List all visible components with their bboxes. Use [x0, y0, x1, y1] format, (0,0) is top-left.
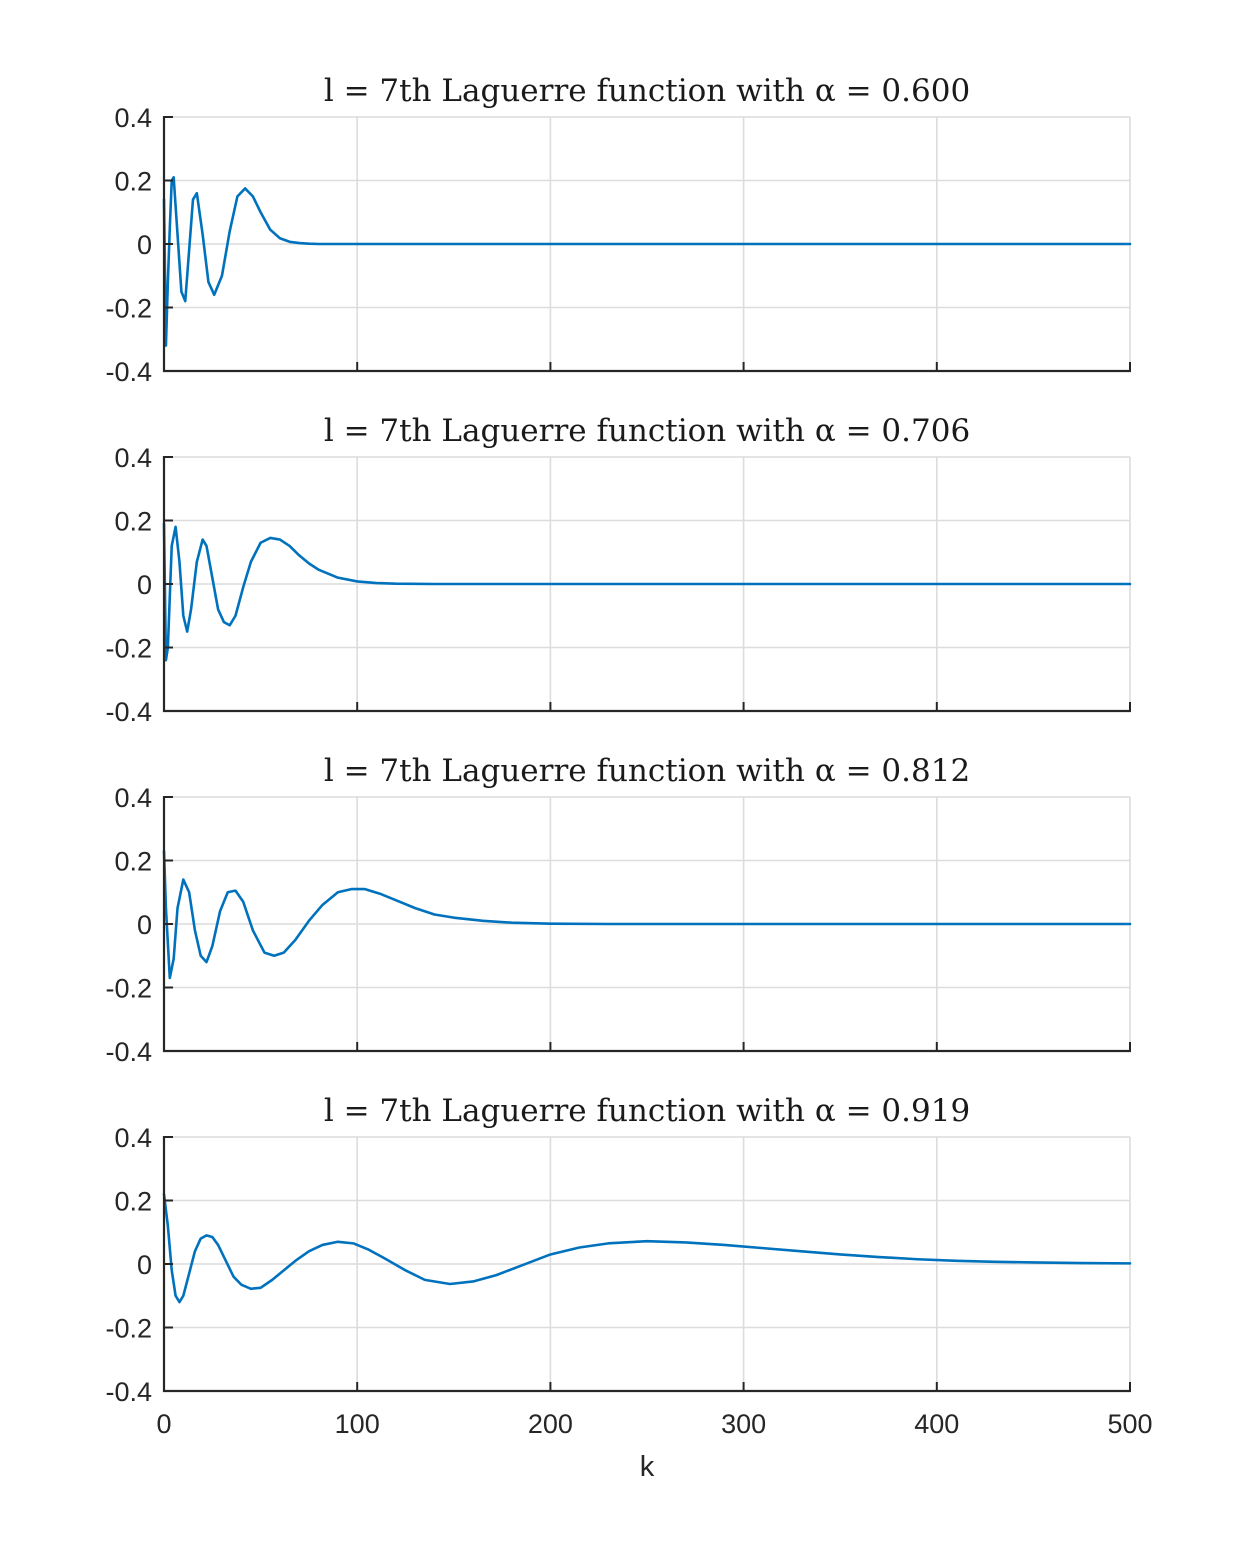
- subplot-title: l = 7th Laguerre function with α = 0.600: [324, 73, 970, 109]
- series-line: [162, 1192, 1132, 1304]
- y-tick-label: 0.2: [114, 507, 152, 537]
- y-tick-label: -0.4: [105, 1037, 152, 1067]
- subplot-2: -0.4 -0.2 0 0.2 0.4 l = 7th Laguerre function…: [105, 413, 1132, 727]
- y-tick-label: 0: [137, 1250, 152, 1280]
- series-line: [162, 522, 1132, 662]
- x-tick-label: 300: [721, 1409, 766, 1439]
- y-tick-label: -0.4: [105, 697, 152, 727]
- subplot-3: -0.4 -0.2 0 0.2 0.4 l = 7th Laguerre function…: [105, 753, 1132, 1067]
- y-tick-label: 0: [137, 230, 152, 260]
- y-tick-label: -0.2: [105, 294, 152, 324]
- y-tick-label: 0: [137, 910, 152, 940]
- y-tick-label: 0.2: [114, 167, 152, 197]
- y-tick-label: 0.4: [114, 783, 152, 813]
- y-tick-label: 0.2: [114, 1187, 152, 1217]
- x-tick-label: 0: [156, 1409, 171, 1439]
- y-tick-label: -0.2: [105, 1314, 152, 1344]
- y-tick-label: 0.2: [114, 847, 152, 877]
- y-tick-label: -0.2: [105, 634, 152, 664]
- x-tick-label: 500: [1107, 1409, 1152, 1439]
- y-tick-label: 0.4: [114, 103, 152, 133]
- x-tick-label: 100: [335, 1409, 380, 1439]
- y-tick-label: 0: [137, 570, 152, 600]
- subplot-title: l = 7th Laguerre function with α = 0.919: [324, 1093, 970, 1129]
- x-axis-label: k: [640, 1451, 655, 1483]
- series-line: [162, 849, 1132, 980]
- y-tick-label: 0.4: [114, 443, 152, 473]
- series-line: [162, 176, 1132, 347]
- subplot-title: l = 7th Laguerre function with α = 0.706: [324, 413, 970, 449]
- subplot-4: -0.4 -0.2 0 0.2 0.4 0 100 200 300 400 500 l = 7th L…: [105, 1093, 1152, 1483]
- y-tick-label: -0.2: [105, 974, 152, 1004]
- subplot-title: l = 7th Laguerre function with α = 0.812: [324, 753, 970, 789]
- y-tick-label: 0.4: [114, 1123, 152, 1153]
- x-tick-label: 400: [914, 1409, 959, 1439]
- subplot-1: -0.4 -0.2 0 0.2 0.4 l = 7th Laguerre function…: [105, 73, 1132, 387]
- y-tick-label: -0.4: [105, 1377, 152, 1407]
- y-tick-label: -0.4: [105, 357, 152, 387]
- x-tick-label: 200: [528, 1409, 573, 1439]
